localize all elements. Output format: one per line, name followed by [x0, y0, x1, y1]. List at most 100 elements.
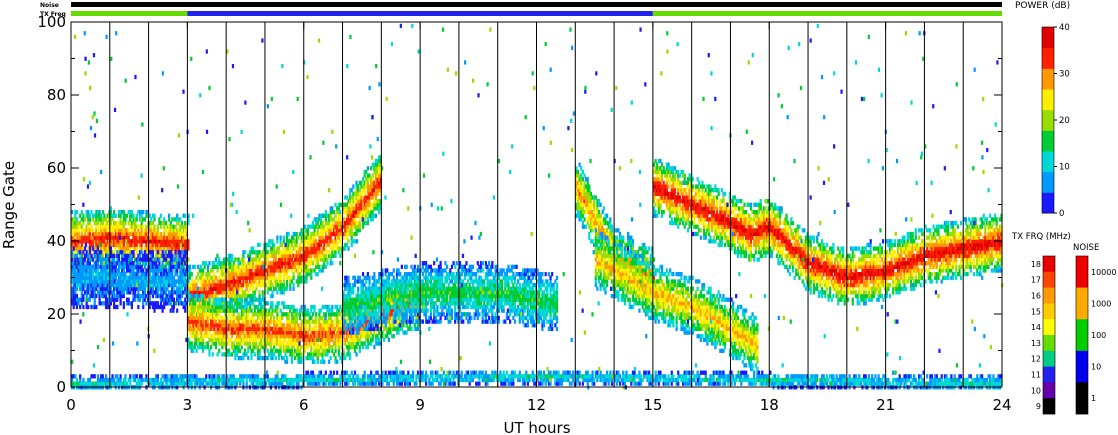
echo-cell: [90, 257, 93, 262]
echo-cell: [187, 217, 190, 222]
echo-cell: [180, 257, 184, 262]
echo-cell: [167, 279, 171, 284]
echo-cell: [258, 352, 261, 357]
echo-cell: [344, 319, 347, 324]
echo-cell: [82, 286, 85, 291]
echo-cell: [140, 213, 143, 218]
echo-cell: [101, 286, 104, 291]
echo-cell: [180, 239, 184, 244]
echo-cell: [210, 297, 213, 302]
txfreq-bar-segment: [652, 11, 1002, 16]
echo-cell: [153, 217, 156, 222]
echo-cell: [155, 301, 158, 306]
echo-cell: [171, 275, 174, 280]
echo-cell: [331, 220, 334, 226]
echo-cell: [74, 268, 77, 273]
echo-cell: [132, 213, 135, 218]
echo-cell: [316, 341, 319, 346]
echo-cell: [148, 286, 151, 291]
echo-cell: [171, 290, 174, 295]
echo-cell: [150, 228, 153, 233]
echo-cell: [195, 275, 198, 280]
echo-cell: [410, 326, 413, 332]
echo-cell: [87, 304, 90, 310]
echo-cell: [74, 301, 77, 306]
echo-cell: [290, 250, 294, 255]
echo-cell: [138, 275, 142, 280]
echo-cell: [104, 272, 108, 277]
echo-cell: [113, 261, 116, 266]
echo-cell: [117, 224, 121, 229]
echo-cell: [134, 246, 137, 251]
echo-cell: [103, 293, 106, 299]
echo-cell: [95, 239, 98, 244]
echo-cell: [150, 279, 153, 284]
echo-cell: [285, 355, 289, 361]
echo-cell: [164, 257, 167, 262]
echo-cell: [318, 319, 321, 324]
echo-cell: [195, 301, 198, 306]
echo-cell: [347, 246, 350, 251]
echo-cell: [256, 304, 260, 310]
echo-cell: [198, 275, 201, 280]
echo-cell: [75, 268, 79, 273]
echo-cell: [329, 228, 332, 233]
echo-cell: [193, 282, 197, 288]
echo-cell: [75, 235, 79, 240]
echo-cell: [90, 209, 93, 215]
echo-cell: [71, 235, 74, 240]
echo-cell: [130, 275, 134, 280]
echo-cell: [256, 345, 260, 350]
echo-cell: [71, 217, 74, 222]
echo-cell: [266, 348, 269, 353]
echo-cell: [208, 261, 211, 266]
echo-cell: [324, 253, 327, 259]
echo-cell: [180, 224, 184, 229]
echo-cell: [101, 282, 104, 288]
echo-cell: [135, 293, 138, 299]
echo-cell: [72, 304, 75, 310]
echo-cell: [111, 264, 114, 269]
echo-cell: [121, 239, 124, 244]
echo-cell: [195, 312, 198, 317]
echo-cell: [158, 286, 161, 291]
echo-cell: [166, 268, 169, 273]
echo-cell: [92, 304, 95, 310]
echo-cell: [106, 231, 109, 237]
echo-cell: [180, 231, 184, 237]
echo-cell: [315, 312, 318, 317]
echo-cell: [113, 253, 116, 259]
echo-cell: [231, 301, 234, 306]
echo-cell: [171, 268, 174, 273]
echo-cell: [245, 304, 248, 310]
echo-cell: [121, 224, 124, 229]
echo-cell: [269, 315, 273, 321]
echo-cell: [74, 279, 77, 284]
echo-cell: [88, 253, 91, 259]
echo-cell: [129, 257, 132, 262]
echo-cell: [108, 268, 111, 273]
echo-cell: [188, 297, 192, 302]
echo-cell: [87, 257, 90, 262]
echo-cell: [88, 282, 91, 288]
echo-cell: [75, 272, 79, 277]
echo-cell: [93, 220, 96, 226]
echo-cell: [82, 253, 85, 259]
echo-cell: [193, 304, 197, 310]
echo-cell: [140, 235, 143, 240]
echo-cell: [146, 239, 150, 244]
echo-cell: [243, 250, 247, 255]
echo-cell: [125, 261, 129, 266]
echo-cell: [237, 264, 240, 269]
echo-cell: [142, 257, 145, 262]
echo-cell: [138, 297, 142, 302]
echo-cell: [129, 279, 132, 284]
echo-cell: [184, 220, 187, 226]
echo-cell: [156, 242, 159, 248]
echo-cell: [114, 228, 117, 233]
echo-cell: [96, 268, 100, 273]
echo-cell: [143, 250, 146, 255]
echo-cell: [355, 352, 358, 357]
echo-cell: [210, 275, 213, 280]
echo-cell: [172, 304, 176, 310]
